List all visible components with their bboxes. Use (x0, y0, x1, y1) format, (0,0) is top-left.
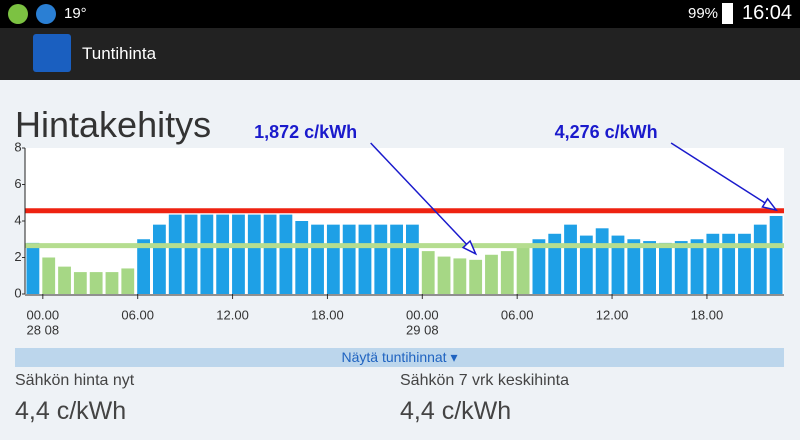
bar (216, 214, 230, 294)
battery-icon (722, 3, 733, 24)
bar (627, 239, 641, 294)
y-tick-label: 8 (14, 139, 21, 154)
toggle-hourly[interactable]: Näytä tuntihinnat ▾ (15, 348, 784, 367)
bar (579, 235, 593, 294)
bar (58, 266, 71, 294)
bar (706, 233, 720, 294)
bar (421, 251, 435, 294)
bar (247, 214, 261, 294)
bar (311, 224, 324, 294)
bar (326, 224, 340, 294)
bar (595, 228, 609, 294)
y-tick-label: 2 (14, 249, 21, 264)
stat-value: 4,4 c/kWh (15, 397, 127, 425)
annotation: 1,872 c/kWh (254, 122, 357, 142)
stat-label: Sähkön hinta nyt (15, 372, 135, 389)
x-tick-label: 06.00 (121, 307, 154, 322)
bar (659, 242, 672, 294)
y-tick-label: 4 (14, 212, 21, 227)
bar (153, 224, 166, 294)
bar (722, 233, 736, 294)
bar (42, 257, 56, 294)
arrow-head (761, 197, 778, 212)
bar (643, 241, 656, 294)
y-tick-label: 6 (14, 176, 21, 191)
bar (184, 214, 198, 294)
x-tick-label: 00.00 (27, 307, 60, 322)
bar (469, 259, 483, 294)
annotation: 4,276 c/kWh (555, 122, 658, 142)
x-tick-label: 12.00 (596, 307, 629, 322)
app-bar: Tuntihinta (0, 28, 800, 80)
bar (121, 268, 135, 294)
x-tick-label: 12.00 (216, 307, 249, 322)
bar (200, 214, 214, 294)
bar (374, 224, 388, 294)
bar (690, 239, 704, 294)
bar (532, 239, 546, 294)
bar (73, 272, 87, 294)
bar (358, 224, 372, 294)
bar (437, 256, 451, 294)
bar (611, 235, 625, 294)
bar (295, 221, 309, 294)
clock: 16:04 (742, 2, 793, 24)
x-tick-label: 18.00 (691, 307, 724, 322)
x-date-label: 28 08 (27, 322, 60, 337)
temperature: 19° (64, 5, 87, 22)
x-tick-label: 18.00 (311, 307, 344, 322)
bar (279, 214, 293, 294)
bar (105, 272, 119, 294)
bar (390, 224, 403, 294)
plot-background (25, 148, 784, 296)
bar (453, 258, 467, 294)
bar (342, 224, 356, 294)
stat-label: Sähkön 7 vrk keskihinta (400, 372, 569, 389)
status-bar: 19° 99% 16:04 (0, 0, 800, 28)
bar (674, 241, 688, 294)
bar (564, 224, 577, 294)
bar (753, 224, 767, 294)
bar (263, 214, 277, 294)
bar (769, 215, 783, 294)
bar (500, 251, 514, 294)
bar (168, 214, 182, 294)
x-tick-label: 00.00 (406, 307, 439, 322)
app-icon (8, 4, 28, 24)
bar (516, 246, 530, 294)
bar (137, 239, 150, 294)
app-icon (36, 4, 56, 24)
app-logo[interactable] (33, 34, 71, 72)
arrow-head (461, 239, 478, 256)
bar (738, 233, 751, 294)
stat-value: 4,4 c/kWh (400, 397, 512, 425)
x-tick-label: 06.00 (501, 307, 534, 322)
bar (89, 272, 103, 294)
annotation-arrow (670, 142, 777, 211)
heading: Hintakehitys (15, 104, 212, 145)
y-tick-label: 0 (14, 285, 21, 300)
bar (485, 254, 498, 294)
battery: 99% (688, 5, 719, 22)
bar (232, 214, 245, 294)
bar (548, 233, 562, 294)
x-date-label: 29 08 (406, 322, 439, 337)
bar (26, 242, 40, 294)
bar (406, 224, 419, 294)
annotation-arrow (370, 142, 477, 255)
app-title: Tuntihinta (82, 44, 157, 63)
